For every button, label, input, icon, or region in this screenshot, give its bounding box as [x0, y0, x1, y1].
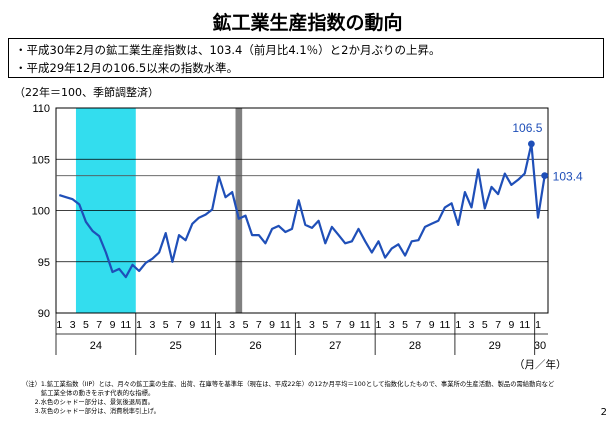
- page-title: 鉱工業生産指数の動向: [212, 12, 403, 34]
- y-tick-label: 95: [38, 257, 50, 269]
- x-tick-label: 9: [189, 319, 195, 331]
- x-tick-label: 11: [280, 319, 291, 331]
- footnote: 鉱工業全体の動きを示す代表的な指標。: [22, 390, 155, 397]
- x-tick-label: 3: [309, 319, 315, 331]
- x-tick-label: 9: [429, 319, 435, 331]
- x-tick-label: 11: [439, 319, 450, 331]
- y-tick-label: 105: [32, 154, 50, 166]
- x-tick-label: 9: [269, 319, 275, 331]
- x-tick-label: 1: [455, 319, 461, 331]
- x-tick-label: 7: [415, 319, 421, 331]
- x-axis-unit: （月／年）: [514, 358, 567, 371]
- x-tick-label: 5: [243, 319, 249, 331]
- x-tick-label: 3: [229, 319, 235, 331]
- x-tick-label: 1: [376, 319, 382, 331]
- x-tick-label: 1: [296, 319, 302, 331]
- x-tick-label: 11: [519, 319, 530, 331]
- year-label: 28: [409, 340, 421, 352]
- index-line: [58, 142, 546, 279]
- year-label: 27: [329, 340, 341, 352]
- x-tick-label: 1: [535, 319, 541, 331]
- x-tick-label: 11: [200, 319, 211, 331]
- data-label: 106.5: [512, 121, 542, 135]
- unit-note: （22年＝100、季節調整済）: [14, 86, 159, 99]
- x-tick-label: 7: [96, 319, 102, 331]
- summary-box: ・平成30年2月の鉱工業生産指数は、103.4（前月比4.1％）と2か月ぶりの上…: [8, 38, 604, 78]
- x-tick-label: 11: [360, 319, 371, 331]
- summary-bullet: ・平成30年2月の鉱工業生産指数は、103.4（前月比4.1％）と2か月ぶりの上…: [15, 43, 441, 57]
- x-tick-label: 7: [336, 319, 342, 331]
- x-tick-label: 1: [136, 319, 142, 331]
- x-tick-label: 1: [216, 319, 222, 331]
- year-label: 29: [489, 340, 501, 352]
- footnote: （注）1.鉱工業指数（IIP）とは、月々の鉱工業の生産、出荷、在庫等を基準年（現…: [22, 381, 555, 388]
- x-tick-label: 7: [495, 319, 501, 331]
- x-tick-label: 5: [83, 319, 89, 331]
- year-label: 24: [90, 340, 102, 352]
- y-tick-label: 90: [38, 308, 50, 320]
- page-number: 2: [600, 407, 607, 418]
- summary-bullet: ・平成29年12月の106.5以来の指数水準。: [15, 61, 239, 75]
- highlight-point: [541, 172, 549, 180]
- x-tick-label: 3: [469, 319, 475, 331]
- x-tick-label: 3: [149, 319, 155, 331]
- highlight-point: [527, 140, 535, 148]
- year-label: 30: [534, 340, 546, 352]
- x-tick-label: 3: [70, 319, 76, 331]
- x-tick-label: 7: [256, 319, 262, 331]
- data-label: 103.4: [553, 170, 583, 184]
- footnote: 3.灰色のシャドー部分は、消費税率引上げ。: [22, 408, 160, 415]
- year-label: 25: [170, 340, 182, 352]
- y-tick-label: 100: [32, 206, 50, 218]
- x-tick-label: 9: [349, 319, 355, 331]
- footnote: 2.水色のシャドー部分は、景気後退局面。: [22, 399, 154, 406]
- y-tick-label: 110: [32, 103, 50, 115]
- x-tick-label: 3: [389, 319, 395, 331]
- x-tick-label: 5: [163, 319, 169, 331]
- x-tick-label: 9: [509, 319, 515, 331]
- x-tick-label: 1: [56, 319, 62, 331]
- x-tick-label: 11: [120, 319, 131, 331]
- x-tick-label: 9: [110, 319, 116, 331]
- year-label: 26: [249, 340, 261, 352]
- x-tick-label: 7: [176, 319, 182, 331]
- x-tick-label: 5: [482, 319, 488, 331]
- footnotes: （注）1.鉱工業指数（IIP）とは、月々の鉱工業の生産、出荷、在庫等を基準年（現…: [22, 380, 607, 416]
- x-tick-label: 5: [322, 319, 328, 331]
- x-tick-label: 5: [402, 319, 408, 331]
